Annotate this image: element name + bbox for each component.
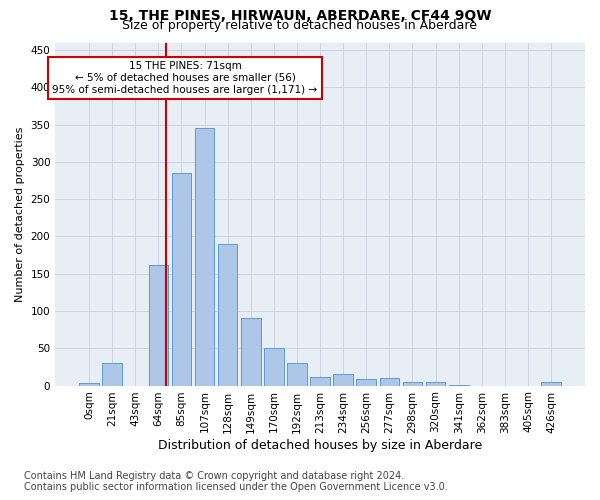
- Y-axis label: Number of detached properties: Number of detached properties: [15, 126, 25, 302]
- Bar: [287, 363, 307, 386]
- Bar: [241, 318, 260, 386]
- Text: Size of property relative to detached houses in Aberdare: Size of property relative to detached ho…: [122, 19, 478, 32]
- Bar: [149, 264, 168, 386]
- Bar: [403, 382, 422, 386]
- Bar: [310, 378, 330, 386]
- Bar: [449, 385, 469, 386]
- Bar: [334, 374, 353, 386]
- Bar: [541, 382, 561, 386]
- Bar: [103, 363, 122, 386]
- Bar: [380, 378, 399, 386]
- Text: Contains HM Land Registry data © Crown copyright and database right 2024.
Contai: Contains HM Land Registry data © Crown c…: [24, 471, 448, 492]
- Bar: [264, 348, 284, 386]
- Bar: [79, 384, 99, 386]
- Bar: [218, 244, 238, 386]
- Text: 15, THE PINES, HIRWAUN, ABERDARE, CF44 9QW: 15, THE PINES, HIRWAUN, ABERDARE, CF44 9…: [109, 9, 491, 23]
- Bar: [426, 382, 445, 386]
- Bar: [195, 128, 214, 386]
- Bar: [356, 379, 376, 386]
- Text: 15 THE PINES: 71sqm
← 5% of detached houses are smaller (56)
95% of semi-detache: 15 THE PINES: 71sqm ← 5% of detached hou…: [52, 62, 317, 94]
- X-axis label: Distribution of detached houses by size in Aberdare: Distribution of detached houses by size …: [158, 440, 482, 452]
- Bar: [172, 173, 191, 386]
